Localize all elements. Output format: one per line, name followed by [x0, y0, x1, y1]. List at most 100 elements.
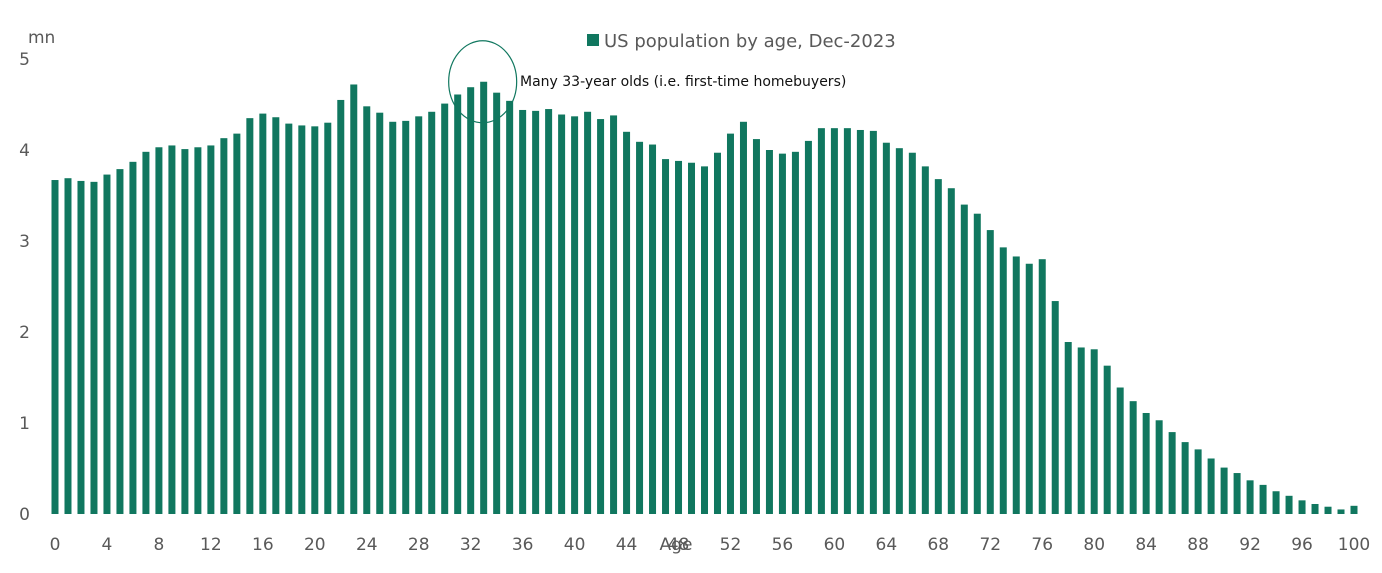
bar-age-15	[246, 118, 254, 515]
bar-age-27	[402, 120, 410, 514]
x-tick-label: 68	[927, 535, 949, 555]
legend-swatch	[587, 34, 599, 46]
legend: US population by age, Dec-2023	[587, 31, 896, 52]
bar-age-77	[1051, 301, 1059, 514]
bar-age-85	[1155, 420, 1163, 514]
bar-age-1	[64, 178, 72, 514]
bar-age-100	[1350, 505, 1358, 514]
bar-age-31	[454, 94, 462, 515]
bar-age-80	[1090, 349, 1098, 514]
bar-age-97	[1311, 503, 1319, 514]
y-tick-label: 3	[19, 232, 30, 252]
bar-age-49	[688, 162, 696, 515]
bar-age-14	[233, 133, 241, 514]
bar-age-12	[207, 145, 215, 514]
bar-age-57	[791, 151, 799, 514]
x-tick-label: 20	[304, 535, 326, 555]
y-tick-label: 0	[19, 505, 30, 525]
bar-age-36	[519, 109, 527, 515]
bar-age-34	[493, 92, 501, 515]
x-tick-label: 60	[824, 535, 846, 555]
x-tick-label: 16	[252, 535, 274, 555]
x-tick-label: 44	[616, 535, 638, 555]
bar-age-22	[337, 99, 345, 514]
bar-age-55	[765, 150, 773, 514]
bar-age-46	[649, 144, 657, 515]
x-tick-label: 100	[1338, 535, 1370, 555]
bar-age-10	[181, 149, 189, 514]
bar-age-84	[1142, 412, 1150, 514]
bar-age-17	[272, 117, 280, 515]
bar-age-25	[376, 112, 384, 514]
bar-age-48	[675, 160, 683, 515]
bar-age-99	[1337, 509, 1345, 514]
bar-age-38	[545, 109, 553, 515]
bar-age-63	[869, 130, 877, 514]
x-tick-label: 28	[408, 535, 430, 555]
bar-age-71	[973, 213, 981, 514]
bar-age-82	[1116, 387, 1124, 514]
x-tick-label: 40	[564, 535, 586, 555]
bar-age-3	[90, 181, 98, 514]
bar-age-26	[389, 121, 397, 514]
bar-age-83	[1129, 401, 1137, 514]
bar-age-56	[778, 153, 786, 514]
bar-age-79	[1077, 347, 1085, 514]
bar-age-19	[298, 125, 306, 515]
bar-age-75	[1025, 263, 1033, 514]
bar-age-30	[441, 103, 449, 514]
bar-age-39	[558, 114, 566, 514]
bar-age-78	[1064, 342, 1072, 514]
bar-age-6	[129, 161, 137, 514]
bar-age-88	[1194, 449, 1202, 514]
bar-age-52	[726, 133, 734, 514]
x-axis-label: Age	[660, 535, 693, 555]
bar-age-72	[986, 230, 994, 514]
bar-age-68	[934, 179, 942, 514]
x-tick-label: 52	[720, 535, 742, 555]
bar-age-45	[636, 141, 644, 514]
bar-age-73	[999, 247, 1007, 514]
x-tick-label: 4	[102, 535, 113, 555]
annotation-circle	[448, 40, 518, 124]
bar-age-29	[428, 111, 436, 514]
y-tick-label: 5	[19, 50, 30, 70]
bar-age-54	[752, 139, 760, 514]
x-tick-label: 92	[1239, 535, 1261, 555]
bar-age-81	[1103, 365, 1111, 514]
bar-age-33	[480, 81, 488, 514]
bar-age-0	[51, 180, 59, 514]
bar-age-67	[921, 166, 929, 514]
bar-age-90	[1220, 467, 1228, 514]
x-tick-label: 76	[1031, 535, 1053, 555]
bar-age-92	[1246, 480, 1254, 514]
bar-age-8	[155, 147, 163, 514]
bar-age-16	[259, 113, 267, 514]
bar-age-59	[817, 128, 825, 514]
bar-age-41	[584, 111, 592, 514]
bar-age-24	[363, 106, 371, 514]
bar-age-47	[662, 159, 670, 514]
bar-age-58	[804, 140, 812, 514]
annotation: Many 33-year olds (i.e. first-time homeb…	[448, 40, 846, 124]
bar-age-95	[1285, 495, 1293, 514]
bar-age-69	[947, 188, 955, 514]
y-tick-label: 1	[19, 414, 30, 434]
x-tick-label: 8	[154, 535, 165, 555]
bar-age-62	[856, 129, 864, 515]
bar-age-96	[1298, 500, 1306, 514]
bars	[51, 81, 1358, 515]
x-tick-label: 88	[1187, 535, 1209, 555]
x-tick-label: 64	[876, 535, 898, 555]
x-tick-label: 36	[512, 535, 534, 555]
y-tick-label: 2	[19, 323, 30, 343]
bar-age-91	[1233, 473, 1241, 514]
bar-age-53	[739, 121, 747, 514]
bar-age-5	[116, 169, 124, 515]
x-tick-label: 80	[1083, 535, 1105, 555]
y-tick-label: 4	[19, 141, 30, 161]
bar-age-43	[610, 115, 618, 515]
bar-age-74	[1012, 256, 1020, 514]
